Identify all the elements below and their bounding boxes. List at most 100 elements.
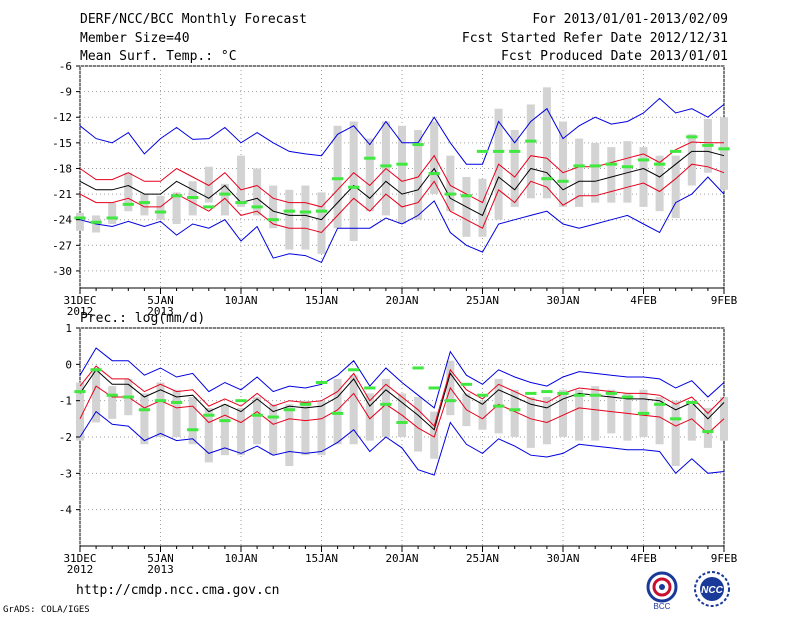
temp-spread-box: [333, 125, 342, 229]
temp-series-outer-upper: [79, 97, 725, 165]
temp-ensemble-marker: [251, 205, 263, 209]
prec-spread-box: [156, 382, 165, 437]
prec-ensemble-marker: [702, 430, 714, 434]
temp-xtick-label: 25JAN: [466, 294, 499, 307]
temp-xtick-label: 30JAN: [546, 294, 579, 307]
prec-spread-box: [478, 400, 487, 430]
bcc-logo-text: BCC: [654, 602, 671, 610]
prec-ensemble-marker: [348, 368, 360, 372]
temp-ensemble-marker: [283, 209, 295, 213]
prec-spread-box: [204, 407, 213, 463]
prec-spread-box: [108, 386, 117, 419]
temp-ytick-label: -27: [52, 239, 72, 252]
temp-xtick-label: 10JAN: [224, 294, 257, 307]
prec-ensemble-marker: [235, 399, 247, 403]
temp-ensemble-marker: [653, 162, 666, 166]
temp-ensemble-marker: [203, 205, 215, 209]
temp-series-mean: [79, 150, 725, 221]
prec-spread-box: [430, 411, 439, 459]
temp-ensemble-marker: [90, 220, 102, 224]
temp-ensemble-marker: [187, 195, 199, 199]
prec-ensemble-marker: [331, 411, 344, 415]
ncc-logo-text: NCC: [701, 585, 723, 596]
temp-ytick-label: -18: [52, 162, 72, 175]
temp-spread-box: [414, 130, 423, 220]
temp-ensemble-marker: [412, 143, 424, 147]
temp-ensemble-marker: [331, 177, 344, 181]
temp-spread-box: [75, 212, 85, 231]
prec-spread-box: [140, 393, 149, 445]
prec-ensemble-marker: [203, 413, 215, 417]
prec-spread-box: [510, 389, 519, 437]
prec-series-mean: [79, 369, 725, 431]
prec-spread-box: [317, 400, 326, 456]
temp-xtick-label: 5JAN: [147, 294, 174, 307]
prec-panel-title: Prec.: log(mm/d): [80, 311, 205, 326]
temp-spread-box: [253, 168, 262, 216]
temp-spread-box: [172, 192, 181, 224]
prec-ytick-label: 0: [65, 358, 72, 371]
prec-ensemble-marker: [573, 393, 585, 397]
temp-spread-box: [365, 138, 374, 212]
prec-spread-box: [591, 386, 600, 441]
prec-xtick-label: 30JAN: [546, 552, 579, 565]
prec-spread-box: [623, 393, 632, 441]
prec-ensemble-marker: [557, 391, 569, 395]
prec-ensemble-marker: [686, 400, 698, 404]
temp-spread-box: [719, 117, 729, 190]
prec-ensemble-marker: [122, 395, 134, 399]
temp-spread-box: [236, 155, 246, 207]
temp-ensemble-marker: [589, 164, 601, 168]
temp-spread-box: [397, 125, 407, 224]
prec-xtick-label: 5JAN: [147, 552, 174, 565]
temp-spread-box: [575, 138, 584, 207]
temp-ensemble-marker: [396, 162, 408, 166]
temp-spread-box: [510, 130, 519, 207]
prec-ensemble-marker: [138, 408, 151, 412]
temp-spread-box: [301, 185, 310, 250]
prec-spread-box: [220, 404, 229, 456]
prec-xtick-label: 9FEB: [711, 552, 738, 565]
prec-ensemble-marker: [509, 408, 521, 412]
temp-ytick-label: -6: [59, 60, 72, 73]
prec-spread-box: [655, 397, 664, 445]
temp-ytick-label: -15: [52, 137, 72, 150]
temp-ytick-label: -24: [52, 214, 72, 227]
temp-spread-box: [349, 121, 358, 242]
prec-ytick-label: -2: [59, 431, 72, 444]
temp-ensemble-marker: [235, 201, 247, 205]
temp-spread-box: [220, 183, 229, 216]
temp-ensemble-marker: [106, 216, 118, 220]
temp-xtick-year-label: 2012: [67, 305, 94, 318]
temp-ytick-label: -12: [52, 111, 72, 124]
temp-panel-title: Mean Surf. Temp.: °C: [80, 49, 237, 64]
temp-xtick-label: 31DEC: [63, 294, 96, 307]
temp-ensemble-marker: [702, 143, 714, 147]
temp-ensemble-marker: [122, 202, 134, 206]
prec-ensemble-marker: [476, 393, 489, 397]
temp-ytick-label: -9: [59, 86, 72, 99]
temp-spread-box: [269, 185, 278, 229]
prec-ensemble-marker: [653, 402, 666, 406]
source-url[interactable]: http://cmdp.ncc.cma.gov.cn: [76, 583, 280, 598]
prec-spread-box: [575, 389, 584, 441]
prec-spread-box: [558, 389, 568, 437]
temp-series-outer-lower: [79, 176, 725, 264]
temp-spread-box: [124, 172, 133, 212]
prec-ensemble-marker: [154, 399, 167, 403]
temp-ensemble-marker: [74, 216, 86, 220]
prec-ensemble-marker: [589, 393, 601, 397]
prec-ensemble-marker: [492, 404, 505, 408]
prec-series-outer-lower: [79, 410, 725, 476]
temp-ensemble-marker: [621, 165, 634, 169]
temp-ensemble-marker: [267, 218, 279, 222]
prec-spread-box: [75, 382, 85, 441]
temp-spread-box: [285, 189, 294, 250]
prec-series-inner-lower: [79, 385, 725, 438]
prec-ytick-label: 1: [65, 322, 72, 335]
temp-ensemble-marker: [444, 192, 456, 196]
prec-ensemble-marker: [219, 419, 231, 423]
prec-spread-box: [414, 397, 423, 452]
temp-ensemble-marker: [428, 172, 440, 176]
temp-spread-box: [591, 142, 600, 203]
